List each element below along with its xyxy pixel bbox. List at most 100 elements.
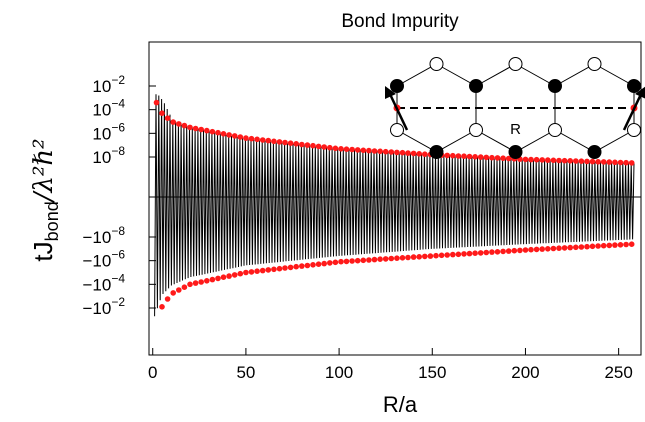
red-dot — [338, 258, 344, 265]
red-dot — [606, 159, 613, 165]
red-dot — [220, 131, 227, 137]
red-dot — [349, 146, 355, 153]
red-dot — [422, 151, 428, 157]
red-dot — [388, 149, 395, 155]
red-dot — [517, 247, 523, 254]
red-dot — [567, 244, 573, 251]
red-dot — [505, 248, 512, 254]
red-dot — [187, 281, 193, 288]
red-dot — [192, 280, 199, 286]
red-dot — [511, 247, 518, 254]
x-axis-ticks: 0 50 100 150 200 250 — [148, 348, 633, 382]
red-dot — [164, 296, 171, 302]
spin-arrowhead-right — [635, 86, 645, 99]
red-dot — [556, 157, 562, 164]
red-dot — [461, 251, 467, 257]
red-dot — [394, 255, 400, 261]
red-dot — [477, 154, 484, 160]
red-dot-series — [153, 99, 635, 310]
red-dot — [589, 243, 596, 250]
red-dot — [293, 263, 300, 270]
red-dot — [377, 256, 383, 263]
x-tick-label: 50 — [236, 363, 255, 382]
red-dot — [399, 254, 406, 261]
red-dot — [181, 284, 188, 291]
open-site — [627, 123, 641, 137]
red-dot — [198, 126, 204, 133]
red-dot — [550, 157, 557, 164]
red-dot — [427, 253, 434, 259]
red-dot — [327, 260, 333, 266]
red-dot — [416, 253, 423, 260]
red-dot — [444, 152, 451, 159]
red-dot — [450, 251, 456, 258]
open-site — [508, 57, 523, 71]
spin-arrow-right — [622, 91, 644, 131]
red-dot — [259, 267, 266, 274]
red-dot — [332, 145, 339, 152]
y-tick-label: −10−2 — [82, 295, 125, 318]
red-dot — [371, 148, 378, 154]
red-dot — [539, 157, 545, 163]
red-dot — [545, 246, 551, 252]
red-dot — [422, 253, 428, 260]
y-tick-label: 10−2 — [92, 73, 125, 96]
red-dot — [243, 135, 249, 141]
oscillation-line — [154, 94, 635, 317]
open-site — [548, 123, 562, 137]
red-dot — [494, 155, 501, 161]
red-dot — [293, 141, 300, 147]
red-dot — [483, 154, 490, 161]
red-dot — [433, 252, 439, 259]
red-dot — [584, 243, 590, 250]
x-axis-label: R/a — [383, 392, 418, 417]
oscillation-series — [154, 94, 635, 317]
red-dot — [343, 146, 350, 152]
red-dot — [556, 245, 562, 251]
red-dot — [304, 142, 311, 148]
red-dot — [405, 150, 411, 156]
red-dot — [444, 252, 451, 258]
red-dot — [164, 115, 171, 121]
y-tick-label: 10−8 — [92, 144, 125, 167]
red-dot — [187, 124, 193, 131]
red-dot — [489, 249, 495, 255]
red-dot — [271, 266, 277, 273]
red-dot — [628, 241, 635, 247]
filled-site — [390, 79, 404, 93]
red-dot — [628, 160, 635, 166]
red-dot — [332, 259, 339, 266]
red-dot — [483, 249, 490, 256]
red-dot — [617, 159, 624, 166]
red-dot — [595, 159, 601, 165]
red-dot — [617, 242, 624, 248]
lattice-inset: R — [385, 57, 645, 159]
red-dot — [237, 134, 244, 140]
red-dot — [282, 139, 288, 146]
distance-label: R — [510, 121, 521, 138]
red-dot — [371, 256, 378, 263]
red-dot — [455, 251, 462, 258]
red-dot — [500, 248, 506, 255]
y-label-subscript: bond — [42, 201, 62, 241]
red-dot — [466, 250, 473, 257]
red-dot — [612, 159, 618, 166]
open-site — [587, 57, 602, 71]
red-dot — [578, 158, 585, 164]
red-dot — [354, 257, 361, 264]
red-dot — [589, 158, 596, 165]
red-dot — [466, 153, 473, 160]
red-dot — [159, 110, 165, 116]
red-dot — [276, 139, 283, 145]
red-dot — [455, 153, 462, 159]
red-dot — [573, 244, 579, 251]
red-dot — [410, 150, 417, 157]
red-dot — [578, 244, 585, 250]
x-tick-label: 0 — [148, 363, 157, 382]
red-dot — [248, 135, 255, 142]
red-dot — [500, 155, 506, 161]
red-dot — [248, 269, 255, 275]
filled-site — [469, 79, 483, 93]
spin-arrowhead-left — [385, 86, 396, 99]
